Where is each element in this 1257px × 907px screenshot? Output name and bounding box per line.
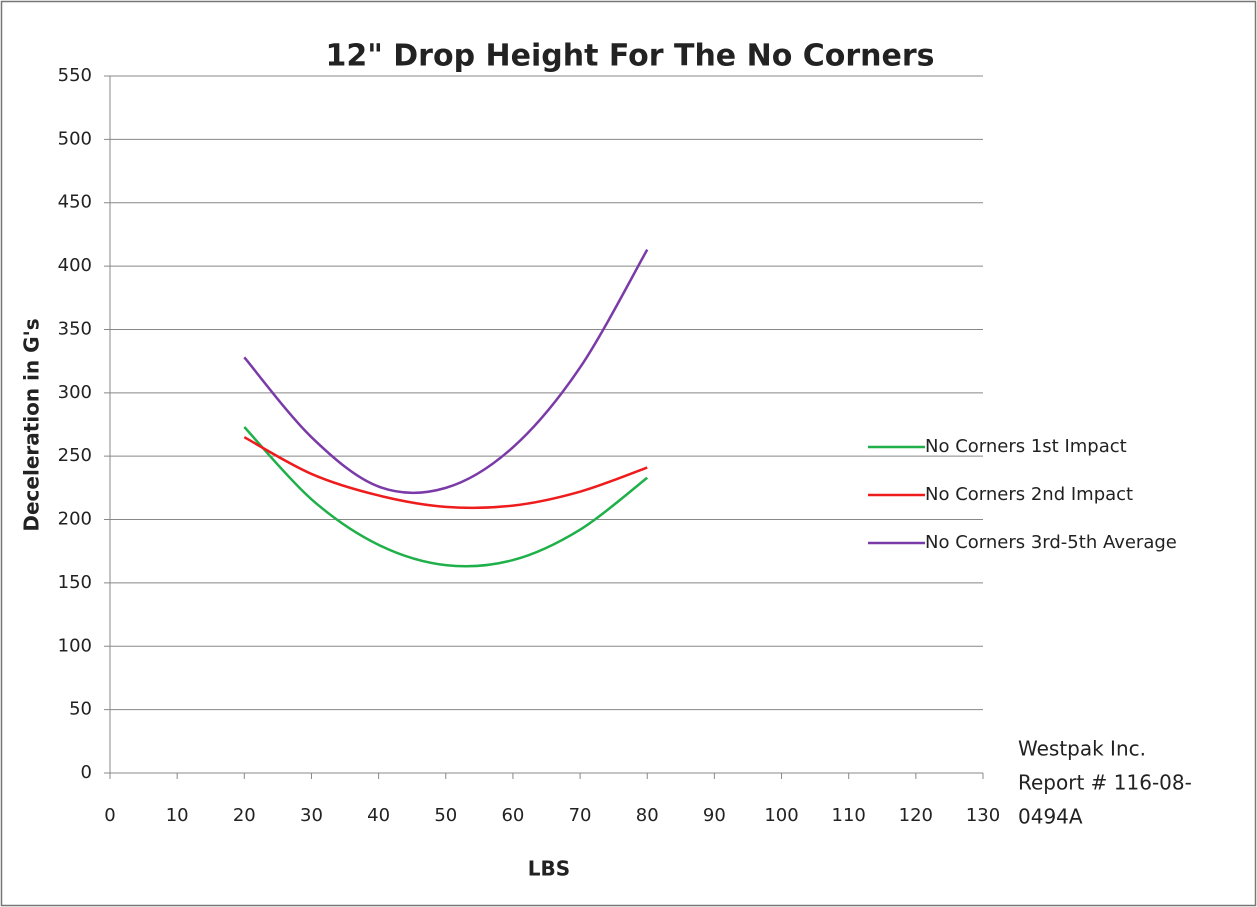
legend-label: No Corners 2nd Impact <box>925 484 1133 505</box>
x-axis-label: LBS <box>528 857 570 881</box>
y-tick-label: 500 <box>58 128 92 149</box>
x-tick-label: 60 <box>501 805 524 826</box>
x-tick-label: 20 <box>233 805 256 826</box>
y-tick-label: 300 <box>58 382 92 403</box>
x-tick-label: 80 <box>636 805 659 826</box>
series-line <box>243 436 648 510</box>
x-tick-label: 90 <box>703 805 726 826</box>
x-tick-label: 120 <box>899 805 933 826</box>
x-tick-label: 110 <box>832 805 866 826</box>
annotation: Westpak Inc. <box>1018 737 1146 761</box>
annotation: 0494A <box>1018 805 1083 829</box>
y-tick-label: 350 <box>58 318 92 339</box>
y-axis-label: Deceleration in G's <box>20 318 44 531</box>
x-tick-label: 0 <box>104 805 115 826</box>
legend-label: No Corners 1st Impact <box>925 436 1127 457</box>
y-tick-label: 100 <box>58 635 92 656</box>
x-tick-label: 130 <box>966 805 1000 826</box>
x-tick-label: 50 <box>434 805 457 826</box>
y-tick-label: 200 <box>58 509 92 530</box>
y-tick-label: 50 <box>69 699 92 720</box>
x-tick-label: 30 <box>300 805 323 826</box>
y-tick-label: 400 <box>58 255 92 276</box>
series-line <box>243 426 648 568</box>
y-tick-label: 550 <box>58 65 92 86</box>
y-tick-label: 150 <box>58 572 92 593</box>
x-tick-label: 70 <box>569 805 592 826</box>
y-tick-label: 0 <box>81 762 92 783</box>
series-line <box>243 248 649 495</box>
legend-label: No Corners 3rd-5th Average <box>925 532 1177 553</box>
x-tick-label: 10 <box>166 805 189 826</box>
x-tick-label: 100 <box>764 805 798 826</box>
chart-title: 12" Drop Height For The No Corners <box>325 39 934 74</box>
annotation: Report # 116-08- <box>1018 771 1192 795</box>
y-tick-label: 250 <box>58 445 92 466</box>
y-tick-label: 450 <box>58 192 92 213</box>
x-tick-label: 40 <box>367 805 390 826</box>
